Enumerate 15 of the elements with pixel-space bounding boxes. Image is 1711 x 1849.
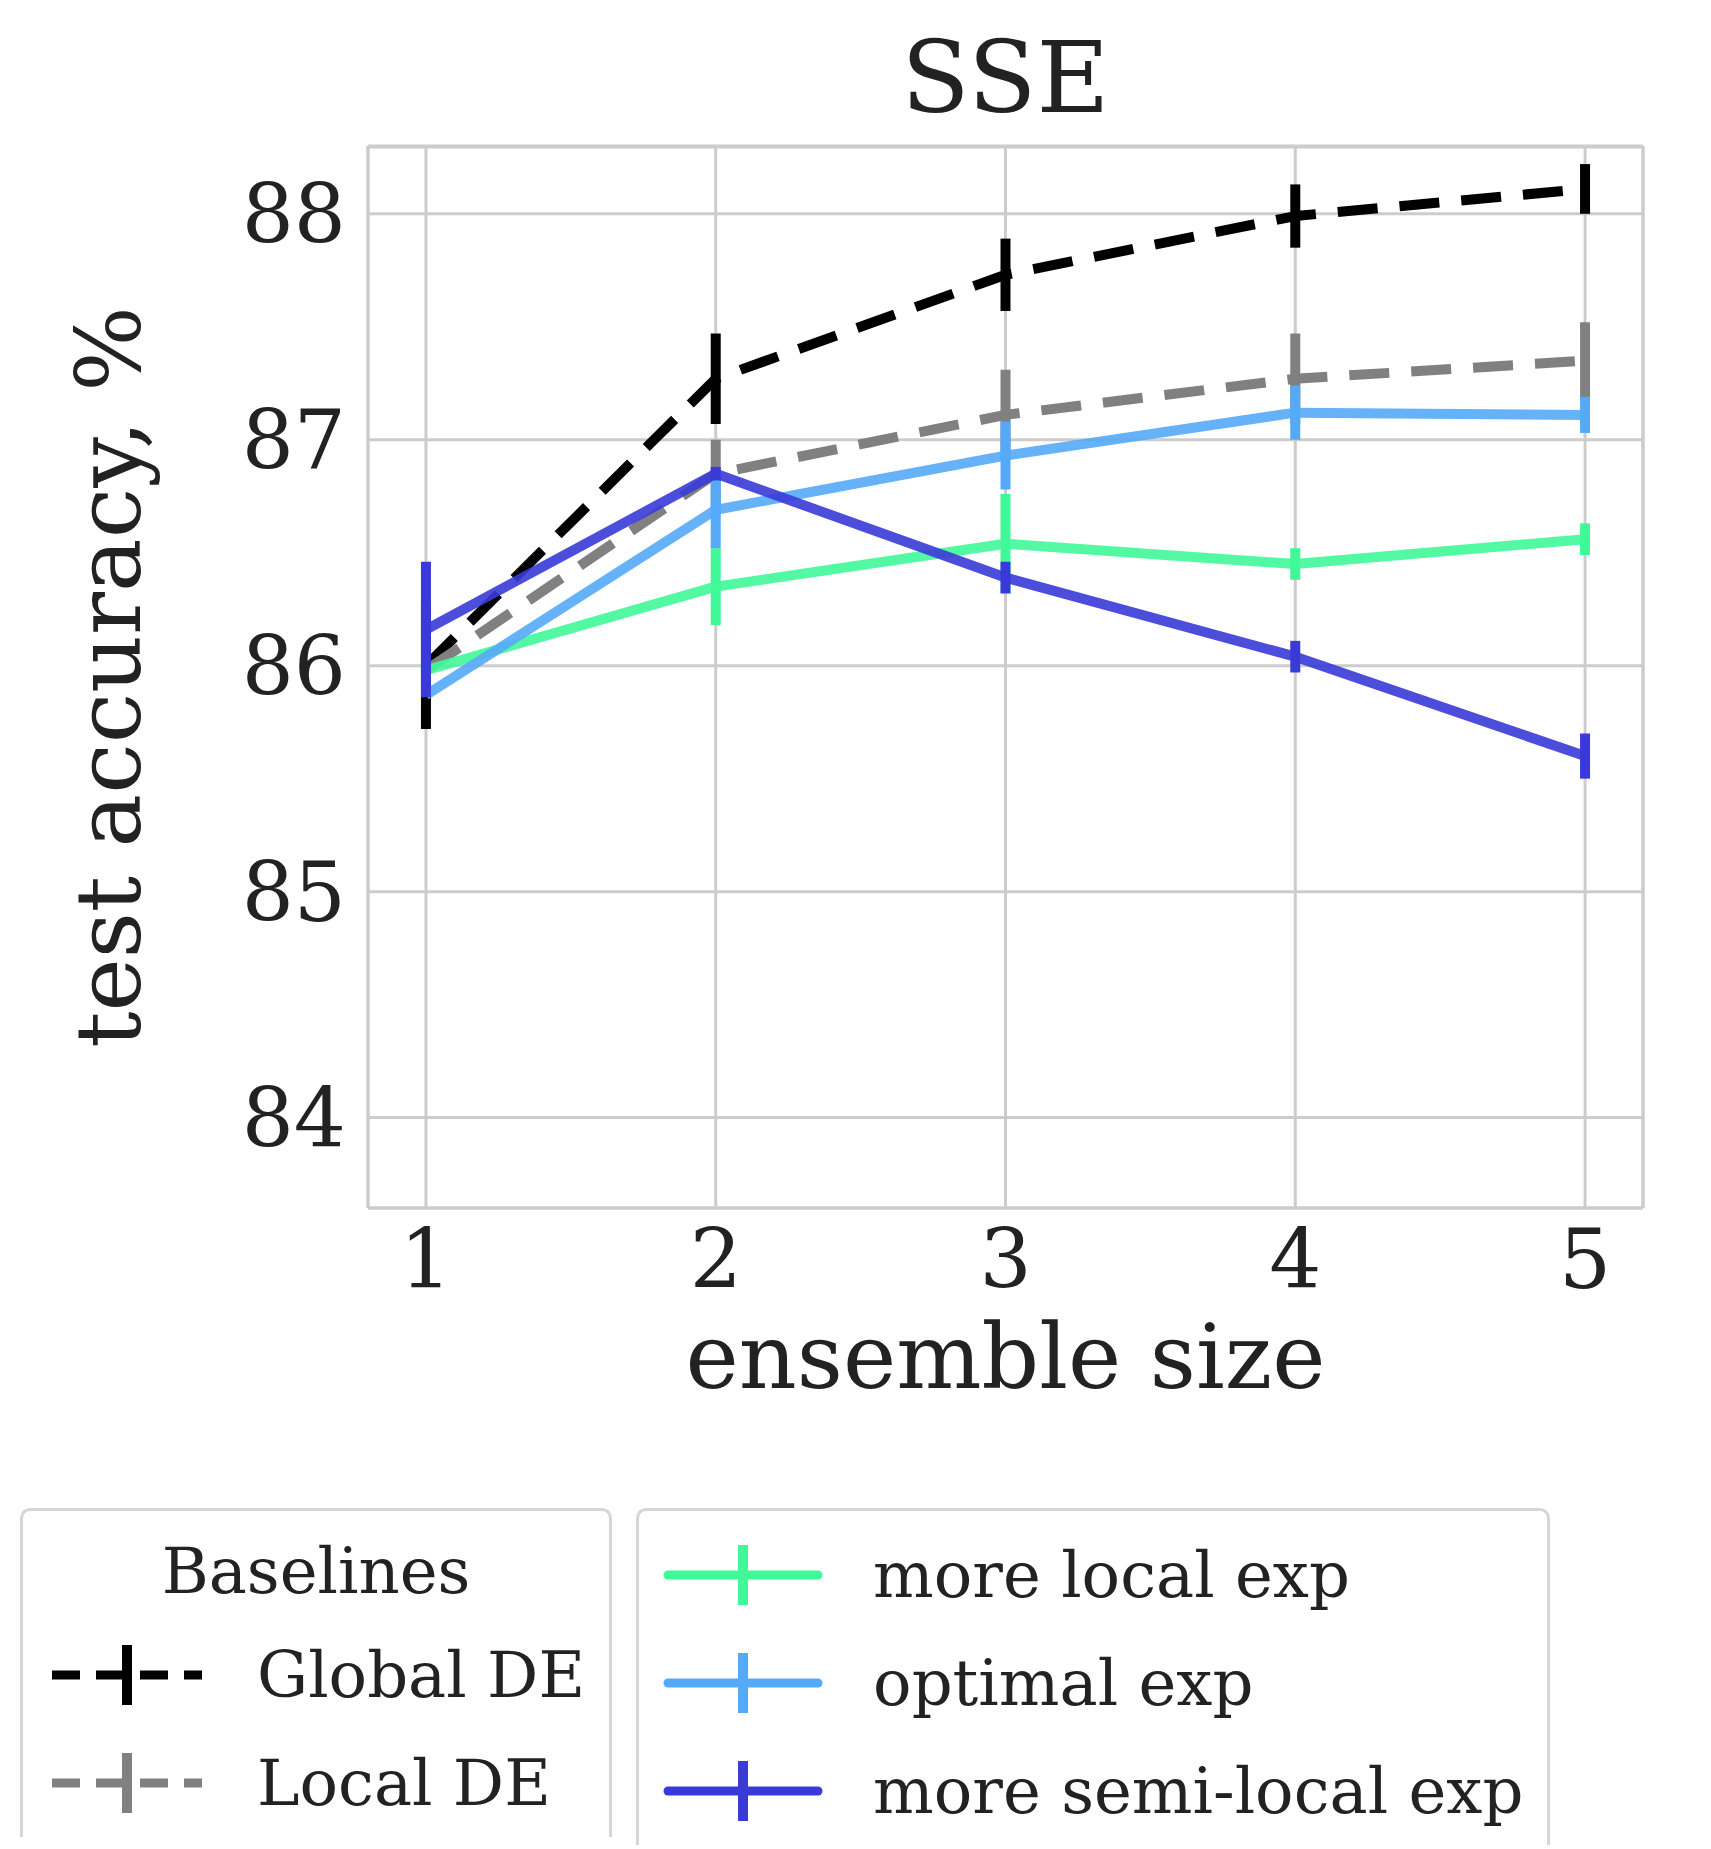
legend-label: Global DE (257, 1638, 586, 1712)
chart-title: SSE (900, 18, 1111, 138)
y-tick-label: 84 (241, 1070, 346, 1166)
legend-label: Local DE (257, 1746, 551, 1820)
legend-label: optimal exp (873, 1646, 1254, 1720)
x-tick-label: 1 (399, 1212, 453, 1308)
legend-label: more semi-local exp (873, 1754, 1524, 1828)
y-tick-label: 85 (241, 844, 346, 940)
y-tick-label: 86 (241, 618, 346, 714)
y-axis-title: test accuracy, % (55, 306, 161, 1048)
x-tick-label: 5 (1558, 1212, 1612, 1308)
y-tick-label: 87 (241, 392, 346, 488)
y-tick-label: 88 (241, 166, 346, 262)
legend-title: Baselines (160, 1533, 472, 1610)
legend-label: more local exp (873, 1538, 1350, 1612)
